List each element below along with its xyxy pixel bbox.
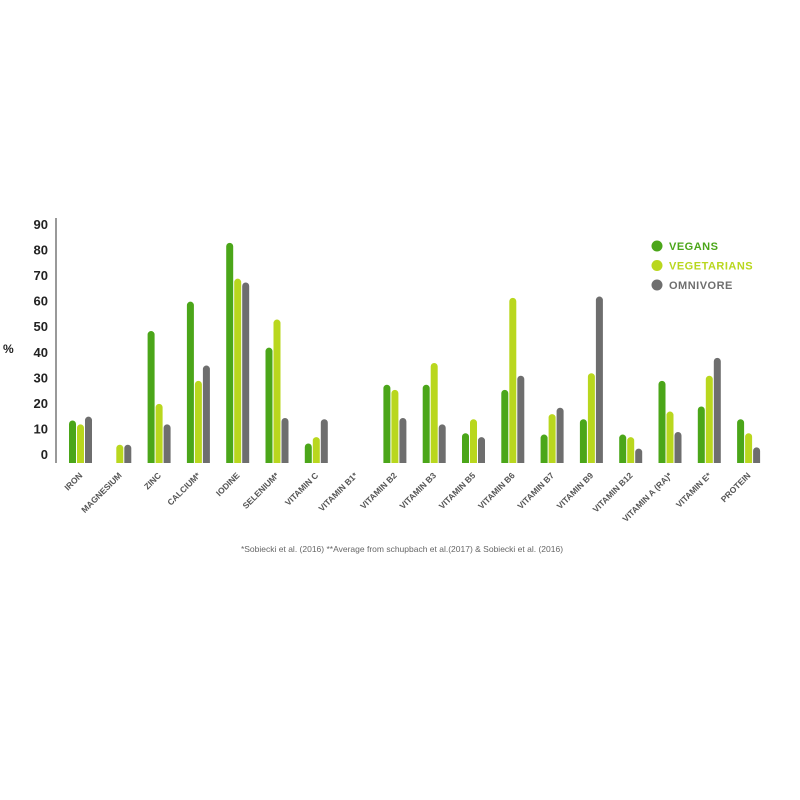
bar-vegetarians [77,424,85,463]
bar-omnivore [320,419,328,463]
y-tick-label: 50 [34,319,48,334]
bar-vegetarians [509,297,517,463]
bar-omnivore [478,437,486,463]
bar-vegans [69,420,76,463]
bar-vegetarians [391,389,399,463]
bar-omnivore [438,424,446,463]
bar-vegetarians [587,373,595,463]
bar-vegans [540,434,548,463]
bar-omnivore [399,417,407,463]
bar-omnivore [281,417,289,463]
legend-label: VEGETARIANS [669,261,753,273]
y-tick-label: 10 [34,421,48,436]
bar-vegans [383,384,391,463]
bar-omnivore [85,416,92,463]
y-tick-label: 60 [34,294,48,309]
bar-vegans [265,347,273,463]
legend-marker [651,279,663,291]
bar-vegans [579,419,587,463]
y-axis: 0 10 20 30 40 50 60 70 80 90 [34,217,57,463]
y-tick-label: 30 [34,370,48,385]
x-tick-label: VITAMIN B9 [555,470,596,511]
bar-vegans [737,419,745,463]
y-tick-label: 70 [34,268,48,283]
bar-vegans [226,242,234,463]
bar-vegetarians [548,414,556,463]
legend: VEGANS VEGETARIANS OMNIVORE [651,240,753,292]
x-tick-label: PROTEIN [719,470,753,504]
x-tick-label: VITAMIN B7 [515,470,556,511]
x-tick-label: IRON [62,470,84,492]
bar-omnivore [595,296,603,463]
bar-omnivore [163,424,171,463]
bar-omnivore [635,448,643,463]
bar-vegans [462,433,469,463]
x-tick-label: VITAMIN E* [674,470,714,510]
bar-omnivore [242,282,250,463]
bar-omnivore [674,432,682,463]
bar-vegetarians [116,444,124,463]
bar-vegans [304,443,312,463]
x-tick-label: VITAMIN B5 [437,470,478,511]
y-tick-label: 80 [34,243,48,258]
x-tick-label: VITAMIN B1* [316,470,360,514]
y-axis-label: % [3,342,14,356]
x-tick-label: ZINC [142,470,163,491]
bar-omnivore [202,365,210,463]
x-tick-label: VITAMIN C [283,470,320,507]
bar-vegans [147,331,155,463]
bar-vegans [186,301,194,463]
bar-omnivore [517,375,525,463]
bar-vegetarians [705,375,713,463]
y-tick-label: 40 [34,345,48,360]
legend-label: OMNIVORE [669,280,733,292]
x-tick-label: SELENIUM* [240,470,281,511]
bar-vegetarians [627,437,635,463]
bar-vegetarians [234,278,242,463]
bar-omnivore [713,357,721,463]
bar-vegetarians [745,433,753,463]
legend-marker [651,240,663,252]
bar-vegetarians [430,363,438,463]
y-tick-label: 0 [41,447,48,462]
bar-vegans [658,380,666,463]
x-tick-label: VITAMIN B6 [476,470,517,511]
bar-vegans [422,384,430,463]
bar-vegetarians [312,437,320,463]
bar-vegetarians [155,403,163,463]
bar-omnivore [556,407,564,463]
bar-vegetarians [470,419,477,463]
footnote: *Sobiecki et al. (2016) **Average from s… [241,544,563,554]
x-tick-label: VITAMIN B2 [358,470,399,511]
legend-marker [651,260,663,271]
bar-vegetarians [273,319,281,463]
bar-omnivore [124,444,132,463]
bar-vegans [697,406,705,463]
bar-vegans [619,434,627,463]
x-tick-label: CALCIUM* [165,470,203,508]
bar-vegans [501,389,509,463]
bar-vegetarians [194,380,202,463]
y-tick-label: 90 [34,217,48,232]
x-tick-label: VITAMIN B3 [397,470,438,511]
bar-omnivore [753,447,761,463]
x-tick-label: MAGNESIUM [79,470,123,514]
bar-vegetarians [666,411,674,463]
y-tick-label: 20 [34,396,48,411]
legend-label: VEGANS [669,241,718,253]
x-tick-label: IODINE [214,470,242,498]
bars [69,242,761,463]
